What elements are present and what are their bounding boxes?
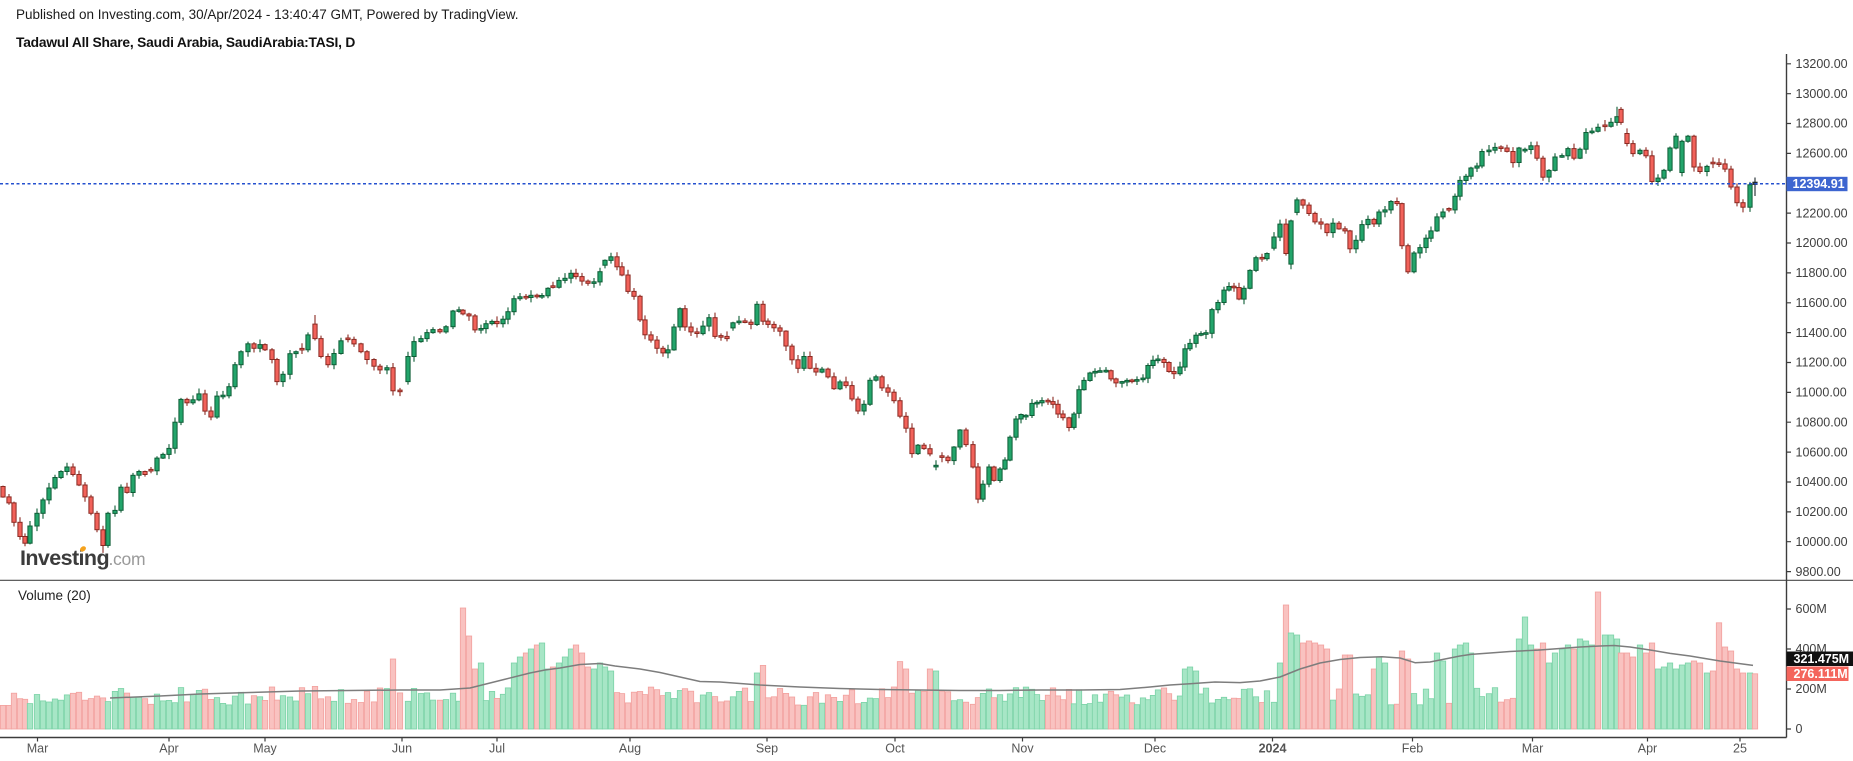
svg-text:Jun: Jun bbox=[392, 742, 412, 756]
svg-text:10600.00: 10600.00 bbox=[1796, 445, 1848, 459]
svg-text:Mar: Mar bbox=[27, 742, 49, 756]
svg-text:200M: 200M bbox=[1796, 682, 1827, 696]
svg-text:12000.00: 12000.00 bbox=[1796, 236, 1848, 250]
svg-text:2024: 2024 bbox=[1259, 742, 1287, 756]
svg-text:10000.00: 10000.00 bbox=[1796, 535, 1848, 549]
svg-text:13200.00: 13200.00 bbox=[1796, 57, 1848, 71]
svg-text:Apr: Apr bbox=[1638, 742, 1657, 756]
svg-text:Feb: Feb bbox=[1402, 742, 1424, 756]
svg-text:Jul: Jul bbox=[489, 742, 505, 756]
svg-text:Mar: Mar bbox=[1522, 742, 1544, 756]
svg-text:11000.00: 11000.00 bbox=[1796, 386, 1847, 400]
svg-text:276.111M: 276.111M bbox=[1794, 667, 1848, 681]
svg-text:Aug: Aug bbox=[619, 742, 641, 756]
svg-text:10400.00: 10400.00 bbox=[1796, 475, 1848, 489]
svg-text:12394.91: 12394.91 bbox=[1793, 177, 1845, 191]
svg-text:11400.00: 11400.00 bbox=[1796, 326, 1847, 340]
svg-text:Dec: Dec bbox=[1144, 742, 1166, 756]
svg-text:11600.00: 11600.00 bbox=[1796, 296, 1847, 310]
svg-text:Oct: Oct bbox=[885, 742, 905, 756]
svg-text:11200.00: 11200.00 bbox=[1796, 356, 1847, 370]
svg-text:11800.00: 11800.00 bbox=[1796, 266, 1847, 280]
svg-text:Sep: Sep bbox=[756, 742, 778, 756]
svg-text:May: May bbox=[253, 742, 277, 756]
svg-text:0: 0 bbox=[1796, 722, 1803, 736]
svg-text:25: 25 bbox=[1733, 742, 1747, 756]
svg-text:10200.00: 10200.00 bbox=[1796, 505, 1848, 519]
svg-text:12800.00: 12800.00 bbox=[1796, 117, 1848, 131]
svg-text:9800.00: 9800.00 bbox=[1796, 565, 1841, 579]
svg-text:600M: 600M bbox=[1796, 602, 1827, 616]
svg-text:10800.00: 10800.00 bbox=[1796, 415, 1848, 429]
svg-text:13000.00: 13000.00 bbox=[1796, 87, 1848, 101]
svg-text:12200.00: 12200.00 bbox=[1796, 206, 1848, 220]
svg-text:Nov: Nov bbox=[1011, 742, 1034, 756]
svg-text:Published on Investing.com, 30: Published on Investing.com, 30/Apr/2024 … bbox=[16, 7, 519, 22]
svg-text:12600.00: 12600.00 bbox=[1796, 147, 1848, 161]
svg-text:321.475M: 321.475M bbox=[1794, 652, 1850, 666]
svg-text:Investing: Investing bbox=[20, 546, 109, 570]
svg-text:.com: .com bbox=[109, 549, 146, 569]
svg-text:Apr: Apr bbox=[159, 742, 178, 756]
svg-text:Tadawul All Share, Saudi Arabi: Tadawul All Share, Saudi Arabia, SaudiAr… bbox=[16, 35, 355, 50]
svg-text:Volume (20): Volume (20) bbox=[18, 588, 91, 603]
